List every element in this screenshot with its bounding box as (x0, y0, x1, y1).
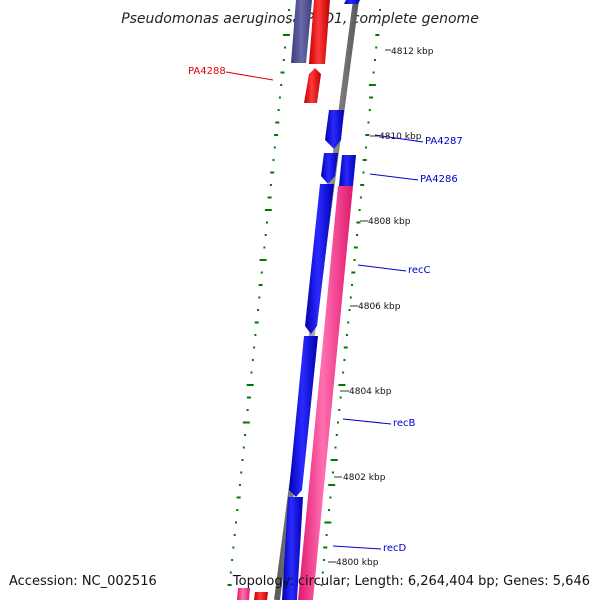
cds-feature-pa4286 (339, 155, 356, 186)
cds-feature-recc (305, 184, 334, 334)
tick-label: 4810 kbp (379, 132, 422, 142)
cds-track (237, 0, 360, 600)
cds-feature-recb (289, 336, 318, 497)
label-leader (369, 173, 419, 181)
cds-feature (254, 592, 268, 600)
gene-label-pa4288[interactable]: PA4288 (188, 66, 226, 77)
cds-feature-pink (298, 186, 353, 600)
cds-feature-pa4288 (304, 68, 321, 103)
topology-text: Topology: circular; Length: 6,264,404 bp… (232, 574, 590, 589)
label-leader (357, 264, 407, 272)
tick-label: 4804 kbp (349, 387, 392, 397)
cds-feature-recd (282, 497, 303, 600)
scale-ticks: 4812 kbp 4810 kbp 4808 kbp 4806 kbp 4804… (328, 47, 434, 568)
accession-text: Accession: NC_002516 (9, 574, 157, 589)
gene-label-pa4287[interactable]: PA4287 (425, 136, 463, 147)
cds-feature (237, 588, 250, 600)
gc-skew-track-left (227, 9, 290, 586)
gene-label-recb[interactable]: recB (393, 418, 416, 429)
label-leader (225, 71, 274, 81)
tick-label: 4800 kbp (336, 558, 379, 568)
cds-feature (309, 0, 330, 64)
cds-feature (321, 153, 338, 184)
gene-labels: PA4288 PA4287 PA4286 recC recB recD (188, 66, 463, 554)
cds-feature (344, 0, 360, 4)
gc-skew-track-right (320, 9, 381, 586)
tick-label: 4812 kbp (391, 47, 434, 57)
tick-label: 4808 kbp (368, 217, 411, 227)
tick-label: 4806 kbp (358, 302, 401, 312)
cds-feature (291, 0, 312, 63)
cds-feature-pa4287 (325, 110, 344, 149)
label-leader (332, 545, 382, 550)
label-leader (342, 418, 392, 425)
gene-label-recc[interactable]: recC (408, 265, 431, 276)
gene-label-recd[interactable]: recD (383, 543, 407, 554)
gene-label-pa4286[interactable]: PA4286 (420, 174, 458, 185)
tick-label: 4802 kbp (343, 473, 386, 483)
label-leader (374, 134, 424, 143)
